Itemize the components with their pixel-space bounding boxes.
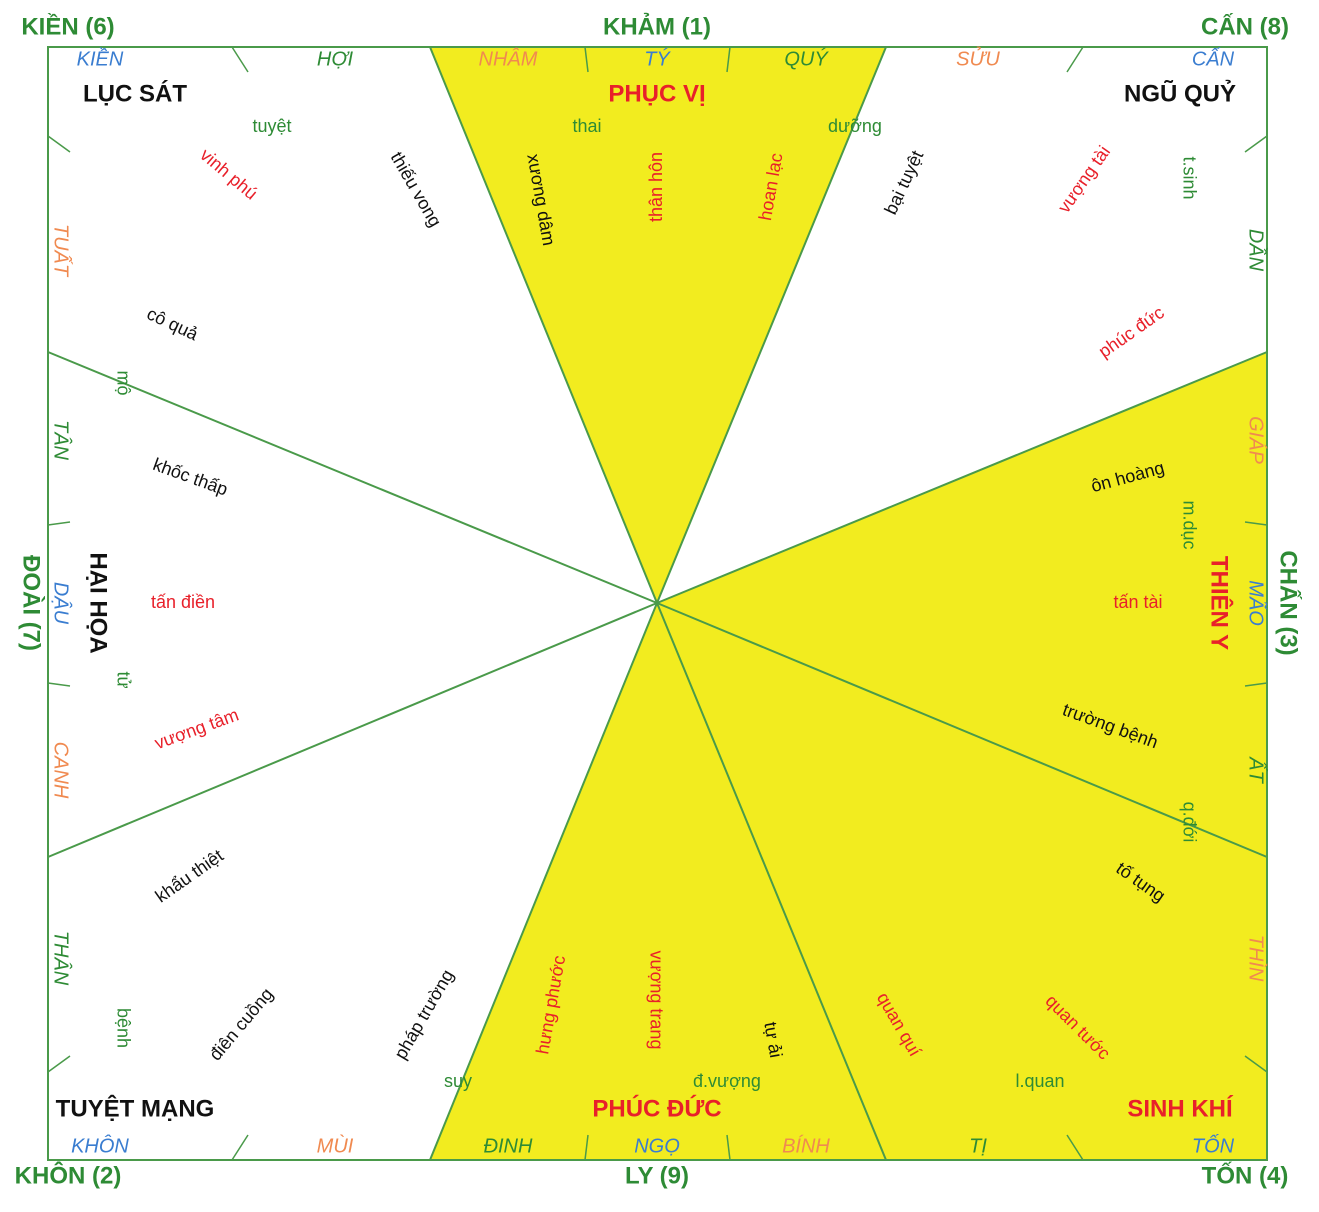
zone-label: HẠI HỌA (85, 552, 112, 653)
star-label: m.dục (1179, 500, 1199, 549)
mountain-label: TỐN (1192, 1133, 1235, 1157)
star-label: bệnh (113, 1008, 133, 1048)
yellow-sector (430, 47, 886, 603)
zone-label: LỤC SÁT (83, 79, 187, 107)
direction-label: CHẤN (3) (1275, 550, 1303, 655)
star-label: suy (444, 1071, 472, 1091)
star-label: thân hôn (646, 152, 666, 222)
zone-label: NGŨ QUỶ (1124, 78, 1236, 107)
frame (47, 46, 1268, 1161)
direction-label: CẤN (8) (1201, 12, 1289, 40)
mountain-label: SỬU (956, 46, 1000, 70)
mountain-label: TỊ (969, 1135, 987, 1157)
mountain-label: NHÂM (479, 47, 538, 70)
mountain-label: ĐINH (484, 1135, 533, 1157)
mountain-label: TÝ (644, 47, 671, 70)
mountain-label: KIỀN (77, 47, 124, 70)
mountain-label: THÌN (1245, 935, 1268, 982)
mountain-label: MÃO (1245, 580, 1269, 626)
sector-lines (47, 46, 1268, 1161)
star-label: tử (113, 671, 133, 688)
star-label: tấn tài (1113, 592, 1162, 612)
star-label: tuyệt (252, 116, 291, 136)
mountain-label: HỢI (317, 48, 354, 70)
direction-label: KHÔN (2) (15, 1161, 122, 1189)
mountain-label: GIÁP (1245, 416, 1268, 464)
star-label: vượng trang (646, 951, 666, 1050)
mountain-label: MÙI (317, 1134, 354, 1157)
mountain-label: BÍNH (782, 1134, 830, 1157)
zone-label: PHÚC ĐỨC (592, 1094, 721, 1122)
mountain-label: DẦN (1245, 229, 1268, 272)
mountain-label: KHÔN (71, 1134, 129, 1157)
star-label: đ.vượng (693, 1071, 761, 1091)
direction-label: TỐN (4) (1202, 1161, 1289, 1189)
mountain-label: ẤT (1245, 756, 1269, 784)
star-label: mộ (113, 370, 133, 395)
direction-label: KHẢM (1) (603, 11, 711, 40)
zone-label: THIÊN Y (1206, 556, 1234, 650)
star-label: l.quan (1015, 1071, 1064, 1091)
mountain-label: CẤN (1192, 46, 1235, 70)
star-label: tấn điền (151, 592, 215, 612)
direction-label: KIỀN (6) (21, 12, 114, 40)
star-label: dưỡng (828, 116, 882, 136)
mountain-label: THÂN (50, 931, 73, 986)
mountain-label: NGỌ (634, 1135, 680, 1157)
star-label: t.sinh (1179, 156, 1199, 199)
mountain-label: DẬU (50, 582, 73, 625)
mountain-label: TUẤT (50, 224, 74, 278)
yellow-sector (430, 352, 1267, 1160)
mountain-label: TÂN (50, 420, 73, 461)
mountain-label: CANH (50, 742, 72, 799)
zone-label: SINH KHÍ (1127, 1094, 1234, 1122)
zone-label: TUYỆT MẠNG (56, 1094, 215, 1122)
direction-label: ĐOÀI (7) (18, 555, 46, 651)
direction-label: LY (9) (625, 1162, 689, 1189)
star-label: thai (572, 116, 601, 136)
star-label: q.đới (1179, 802, 1199, 843)
zone-label: PHỤC VỊ (608, 80, 705, 107)
border-ticks (47, 46, 1268, 1161)
mountain-label: QUÝ (784, 47, 829, 70)
